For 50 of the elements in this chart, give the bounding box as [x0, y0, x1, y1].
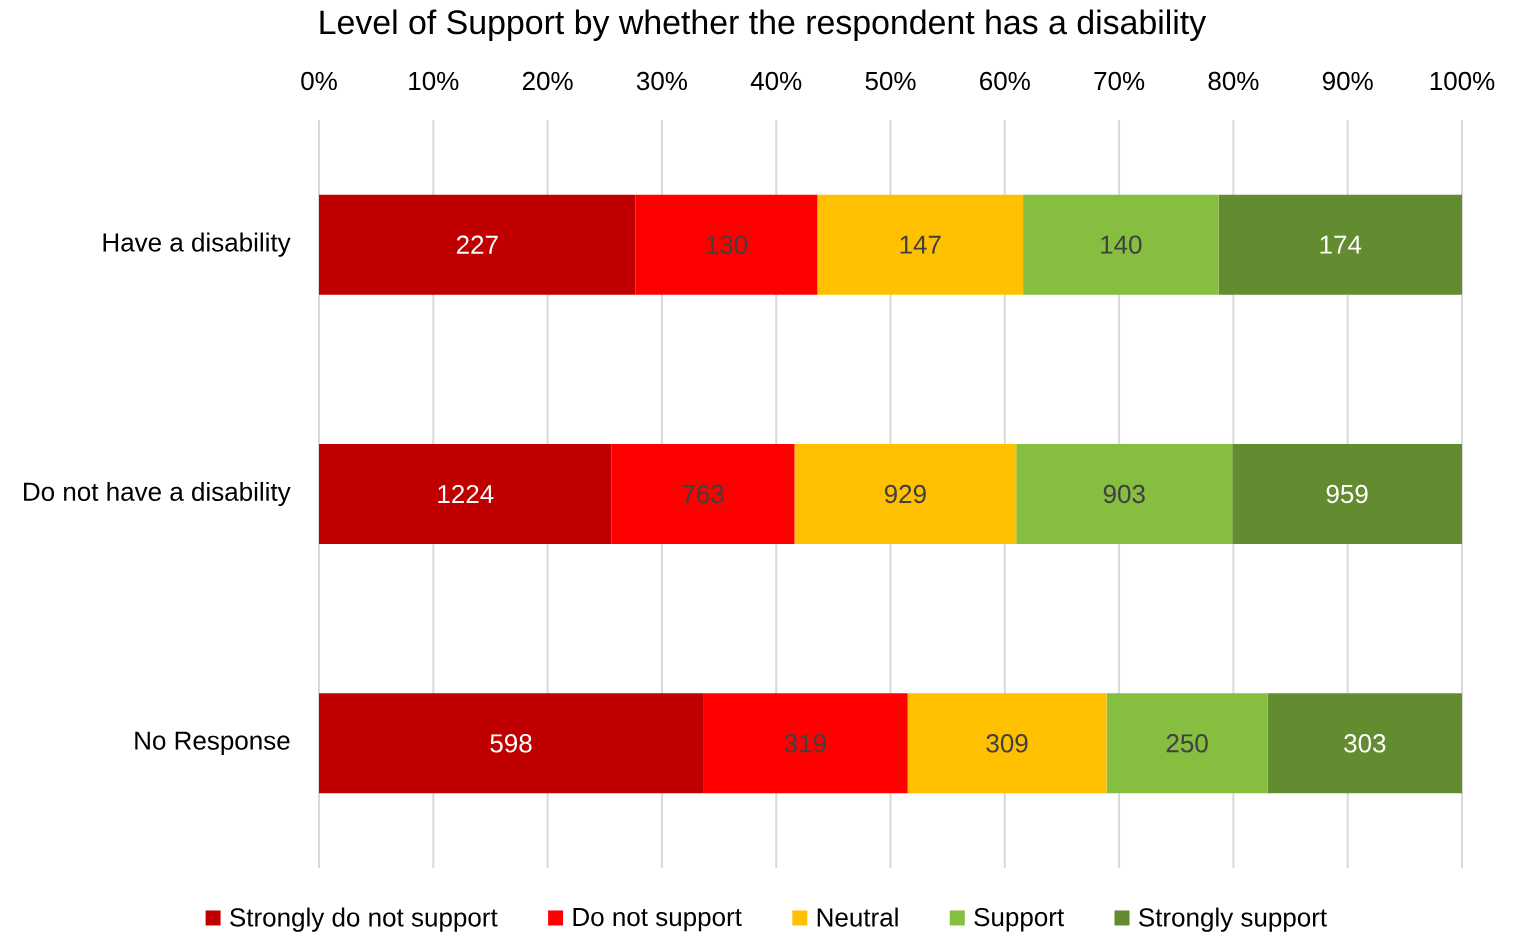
- x-tick-label: 50%: [865, 71, 916, 91]
- annotation: 903: [1103, 484, 1145, 504]
- bar: [1232, 443, 1462, 544]
- bar: [319, 194, 636, 295]
- x-tick-label: 70%: [1094, 71, 1145, 91]
- bar: [1023, 194, 1219, 295]
- x-tick-label: 30%: [636, 71, 687, 91]
- x-tick-label: 20%: [522, 71, 573, 91]
- x-tick-label: 90%: [1322, 71, 1373, 91]
- annotation: 250: [1166, 734, 1208, 753]
- legend-label: Support: [974, 907, 1064, 932]
- x-tick-label: 10%: [409, 71, 459, 91]
- annotation: 959: [1326, 484, 1368, 504]
- annotation: 309: [986, 734, 1028, 753]
- annotation: 227: [456, 235, 498, 254]
- x-tick-label: 100%: [1430, 71, 1495, 91]
- bar: [817, 194, 1024, 295]
- annotation: 140: [1101, 235, 1142, 254]
- chart-title: Level of Support by whether the respondent has a disability: [320, 9, 1207, 42]
- annotation: 303: [1344, 734, 1386, 753]
- bar: [611, 443, 795, 544]
- annotation: 319: [784, 734, 826, 753]
- y-tick-label: Have a disability: [103, 232, 291, 257]
- bar: [794, 443, 1017, 544]
- annotation: 929: [884, 484, 926, 504]
- bar: [1218, 194, 1462, 295]
- legend-label: Strongly support: [1139, 907, 1327, 932]
- bar: [1016, 443, 1233, 544]
- x-tick-label: 80%: [1208, 71, 1259, 91]
- bar: [1267, 693, 1462, 794]
- legend-label: Strongly do not support: [230, 907, 498, 932]
- annotation: 598: [490, 734, 532, 753]
- legend-label: Do not support: [573, 908, 742, 932]
- x-tick-label: 60%: [980, 71, 1030, 91]
- annotation: 174: [1320, 235, 1362, 254]
- x-tick-label: 40%: [750, 71, 802, 91]
- bar: [635, 194, 818, 295]
- x-tick-label: 0%: [301, 71, 337, 91]
- annotation: 1224: [438, 484, 494, 504]
- bar: [907, 693, 1107, 794]
- y-tick-label: Do not have a disability: [24, 481, 291, 507]
- legend-label: Neutral: [817, 907, 898, 927]
- annotation: 130: [706, 235, 748, 254]
- bar: [703, 693, 908, 794]
- bar: [319, 693, 704, 794]
- y-tick-label: No Response: [135, 731, 290, 755]
- annotation: 147: [900, 235, 941, 254]
- annotation: 763: [682, 484, 724, 504]
- bar: [1106, 693, 1268, 794]
- bar: [319, 443, 612, 544]
